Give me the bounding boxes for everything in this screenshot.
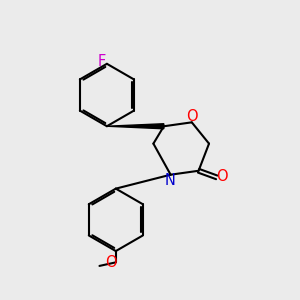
Text: N: N bbox=[165, 172, 176, 188]
Text: O: O bbox=[187, 110, 198, 124]
Text: O: O bbox=[105, 255, 116, 270]
Polygon shape bbox=[107, 124, 164, 129]
Text: O: O bbox=[216, 169, 228, 184]
Text: F: F bbox=[98, 54, 106, 69]
